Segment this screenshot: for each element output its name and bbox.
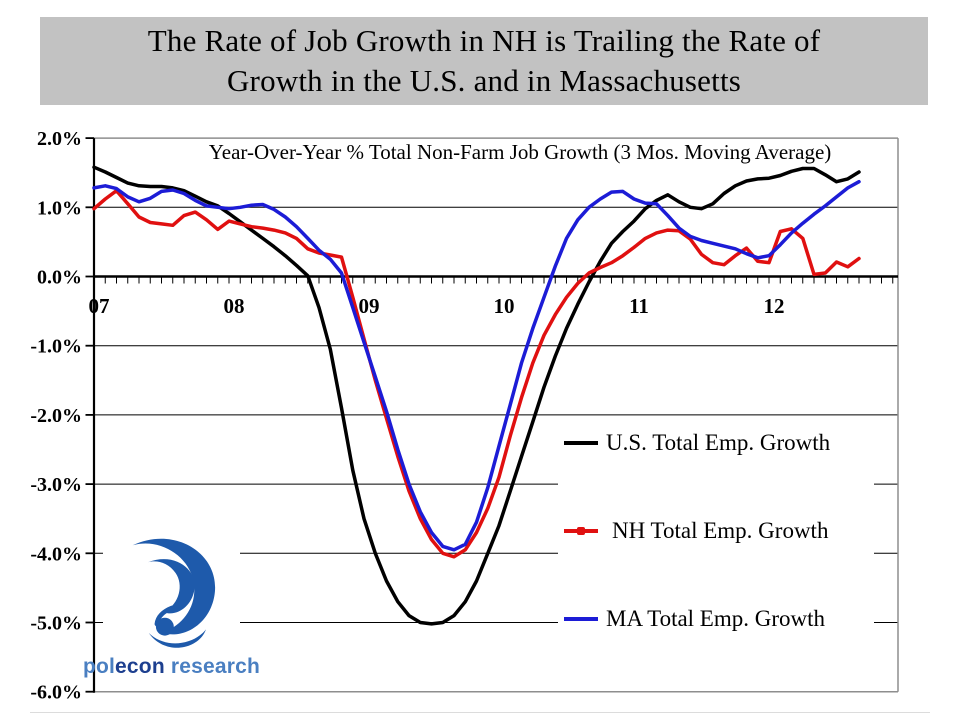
svg-text:0.0%: 0.0%	[37, 267, 82, 289]
chart-legend: U.S. Total Emp. Growth NH Total Emp. Gro…	[558, 417, 874, 655]
svg-text:-2.0%: -2.0%	[30, 405, 82, 427]
legend-entry-us: U.S. Total Emp. Growth	[564, 425, 830, 461]
legend-marker-icon	[577, 527, 585, 535]
legend-label-us: U.S. Total Emp. Growth	[606, 430, 831, 455]
svg-text:11: 11	[629, 294, 649, 318]
legend-label-ma: MA Total Emp. Growth	[606, 606, 826, 631]
polecon-swoosh-icon	[132, 538, 215, 648]
legend-entry-nh: NH Total Emp. Growth	[564, 513, 828, 549]
legend-entry-ma: MA Total Emp. Growth	[564, 601, 825, 637]
logo-text: polecon research	[83, 655, 260, 679]
logo-word-research: research	[164, 655, 261, 678]
logo: polecon research	[83, 531, 260, 689]
svg-text:-3.0%: -3.0%	[30, 474, 82, 496]
chart-subtitle: Year-Over-Year % Total Non-Farm Job Grow…	[208, 140, 832, 164]
svg-text:1.0%: 1.0%	[37, 197, 82, 219]
legend-label-nh: NH Total Emp. Growth	[612, 518, 829, 543]
legend-line-nh-icon	[564, 527, 598, 535]
svg-text:10: 10	[494, 294, 515, 318]
logo-word-econ: econ	[115, 655, 165, 678]
svg-text:-4.0%: -4.0%	[30, 543, 82, 565]
svg-text:2.0%: 2.0%	[37, 128, 82, 150]
legend-line-ma-icon	[564, 617, 598, 621]
svg-text:07: 07	[89, 294, 110, 318]
svg-text:-5.0%: -5.0%	[30, 613, 82, 635]
slide-title: The Rate of Job Growth in NH is Trailing…	[147, 23, 821, 98]
title-box: The Rate of Job Growth in NH is Trailing…	[40, 17, 928, 105]
svg-text:08: 08	[224, 294, 245, 318]
logo-word-pol: pol	[82, 655, 116, 678]
svg-text:-1.0%: -1.0%	[30, 336, 82, 358]
footer-divider	[30, 712, 930, 713]
svg-text:12: 12	[764, 294, 785, 318]
svg-text:09: 09	[359, 294, 380, 318]
legend-line-us-icon	[564, 441, 598, 445]
svg-text:-6.0%: -6.0%	[30, 682, 82, 704]
